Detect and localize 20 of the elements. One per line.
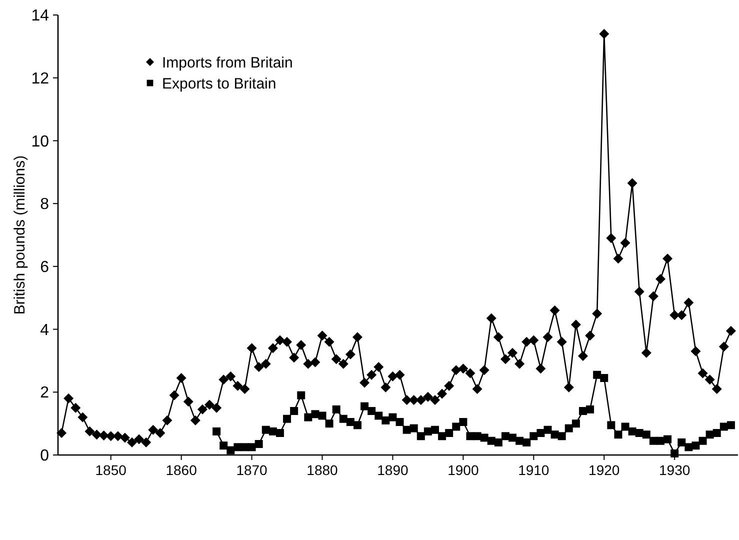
x-tick-label: 1870: [236, 462, 268, 478]
y-tick-label: 8: [40, 196, 50, 214]
x-tick-label: 1930: [659, 462, 690, 478]
y-tick-label: 2: [40, 384, 50, 402]
y-tick-label: 14: [31, 8, 50, 25]
y-axis-title: British pounds (millions): [12, 155, 28, 315]
x-tick-label: 1880: [306, 462, 338, 478]
y-tick-label: 6: [40, 259, 50, 276]
x-tick-label: 1850: [95, 462, 127, 478]
x-tick-label: 1860: [166, 462, 198, 478]
x-tick-label: 1910: [518, 462, 550, 478]
x-tick-label: 1890: [377, 462, 408, 478]
y-tick-label: 0: [40, 448, 50, 465]
x-tick-label: 1920: [588, 462, 620, 478]
y-tick-label: 10: [31, 133, 50, 150]
legend-label: Imports from Britain: [162, 54, 293, 72]
y-tick-label: 12: [31, 70, 50, 88]
x-tick-label: 1900: [448, 462, 479, 478]
y-tick-label: 4: [40, 322, 50, 339]
legend-label: Exports to Britain: [162, 75, 276, 92]
